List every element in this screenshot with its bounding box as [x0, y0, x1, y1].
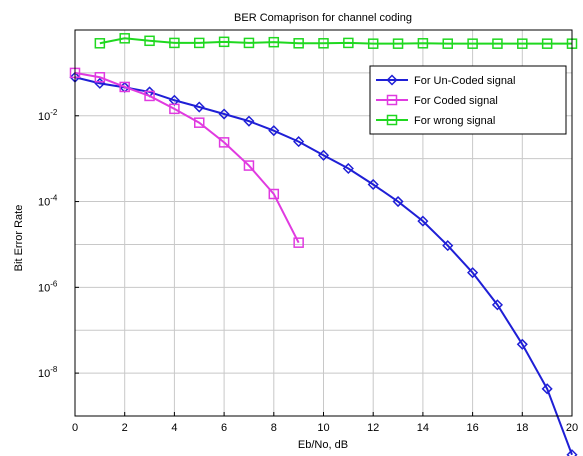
data-point	[268, 188, 280, 200]
x-tick-label: 8	[271, 422, 277, 434]
data-point	[442, 240, 454, 252]
legend-item: For Un-Coded signal	[376, 74, 516, 87]
y-tick-exponent: -8	[50, 365, 58, 374]
legend-item: For Coded signal	[376, 94, 498, 107]
x-tick-label: 20	[566, 422, 578, 434]
data-point	[218, 137, 230, 148]
y-tick-label: 10-8	[38, 365, 58, 380]
legend-label: For Un-Coded signal	[414, 75, 516, 87]
data-point	[293, 136, 305, 148]
chart-title: BER Comaprison for channel coding	[234, 12, 412, 24]
data-point	[566, 449, 578, 456]
x-tick-label: 2	[122, 422, 128, 434]
x-tick-label: 6	[221, 422, 227, 434]
data-point	[517, 38, 528, 49]
y-tick-label: 10-2	[38, 108, 58, 123]
data-point	[293, 38, 304, 49]
data-point	[392, 195, 404, 208]
data-point	[367, 38, 379, 49]
data-point	[417, 38, 429, 49]
y-tick-label: 10-6	[38, 279, 58, 294]
data-point	[243, 160, 255, 171]
x-tick-label: 18	[516, 422, 528, 434]
data-point	[243, 37, 255, 49]
data-point	[417, 215, 429, 227]
data-point	[318, 38, 329, 49]
y-tick-base: 10	[38, 368, 50, 380]
x-tick-label: 4	[171, 422, 177, 434]
data-point	[144, 35, 155, 47]
data-point	[342, 162, 354, 175]
data-point	[218, 36, 230, 48]
x-tick-label: 12	[367, 422, 379, 434]
data-point	[194, 117, 205, 128]
y-tick-base: 10	[38, 111, 50, 123]
data-point	[541, 38, 553, 49]
data-point	[442, 38, 453, 49]
data-point	[392, 38, 404, 49]
y-tick-base: 10	[38, 197, 50, 209]
data-point	[218, 108, 230, 120]
data-point	[169, 103, 180, 115]
y-tick-base: 10	[38, 282, 50, 294]
series-layer	[69, 33, 578, 456]
data-point	[94, 72, 106, 83]
series-line	[74, 71, 300, 244]
series-2	[94, 33, 578, 49]
series-line	[74, 76, 573, 456]
data-point	[144, 90, 155, 102]
data-point	[467, 267, 479, 279]
data-point	[541, 383, 553, 395]
x-tick-label: 16	[466, 422, 478, 434]
y-tick-exponent: -6	[50, 279, 58, 288]
data-point	[243, 115, 255, 127]
data-point	[491, 299, 504, 311]
x-tick-label: 10	[317, 422, 329, 434]
x-tick-label: 14	[417, 422, 429, 434]
data-point	[343, 37, 354, 49]
legend-label: For wrong signal	[414, 115, 495, 127]
data-point	[317, 149, 330, 161]
data-point	[194, 37, 205, 49]
y-tick-exponent: -4	[50, 194, 58, 203]
data-point	[367, 178, 379, 191]
x-tick-label: 0	[72, 422, 78, 434]
data-point	[293, 237, 304, 248]
data-point	[193, 101, 205, 113]
data-point	[516, 338, 528, 350]
y-axis-title: Bit Error Rate	[13, 205, 25, 272]
data-point	[467, 38, 478, 49]
y-tick-label: 10-4	[38, 194, 58, 209]
data-point	[119, 33, 130, 44]
series-1	[69, 67, 304, 248]
legend-swatch-marker	[386, 114, 398, 126]
y-tick-exponent: -2	[50, 108, 58, 117]
data-point	[492, 38, 503, 49]
legend-label: For Coded signal	[414, 95, 498, 107]
data-point	[119, 81, 130, 93]
data-point	[268, 36, 280, 48]
legend: For Un-Coded signal For Coded signal For w…	[369, 65, 567, 135]
legend-swatch-marker	[386, 94, 398, 106]
x-axis-title: Eb/No, dB	[298, 439, 348, 451]
legend-item: For wrong signal	[376, 114, 495, 127]
data-point	[94, 38, 106, 49]
data-point	[268, 125, 280, 137]
data-point	[169, 37, 180, 49]
legend-swatch-marker	[386, 74, 398, 86]
